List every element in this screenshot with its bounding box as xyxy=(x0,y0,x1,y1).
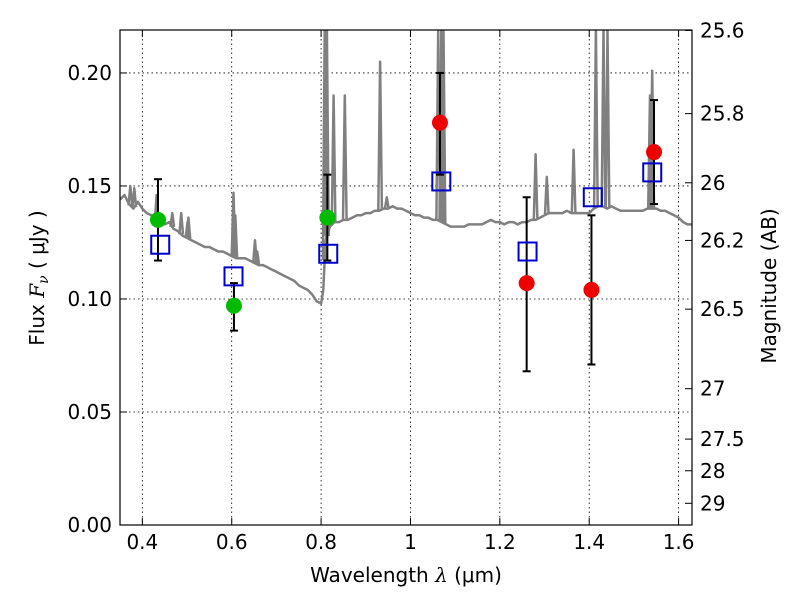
observed-flux-point xyxy=(518,275,535,292)
emission-line-spike xyxy=(178,211,185,235)
emission-line-spike xyxy=(341,94,348,220)
marker-layer xyxy=(149,71,663,373)
observed-flux-point xyxy=(319,209,336,226)
grid xyxy=(120,30,692,525)
mag-tick-label: 26 xyxy=(700,171,725,195)
model-flux-square xyxy=(517,241,538,262)
emission-line-spike xyxy=(254,250,261,265)
mag-tick-label: 27 xyxy=(700,377,725,401)
model-flux-square xyxy=(318,243,339,264)
observed-flux-point xyxy=(583,281,600,298)
x-tick-label: 1.4 xyxy=(573,530,605,554)
y-axis-right-title: Magnitude (AB) xyxy=(757,208,781,363)
emission-line-spike xyxy=(169,211,176,228)
emission-line-spike xyxy=(185,216,192,239)
model-flux-square xyxy=(150,234,171,255)
emission-line-spike xyxy=(592,30,599,208)
observed-flux-point xyxy=(149,211,166,228)
model-flux-square xyxy=(582,187,603,208)
emission-line-spike xyxy=(323,30,330,237)
emission-line-spike xyxy=(600,30,607,207)
model-flux-square xyxy=(223,266,244,287)
observed-flux-point xyxy=(225,297,242,314)
x-tick-label: 1.6 xyxy=(663,530,695,554)
emission-line-spike xyxy=(604,30,611,209)
emission-line-spike xyxy=(131,186,138,208)
x-tick-label: 1 xyxy=(404,530,417,554)
mag-tick-label: 26.5 xyxy=(700,297,745,321)
mag-tick-label: 26.2 xyxy=(700,228,745,252)
x-tick-label: 0.8 xyxy=(305,530,337,554)
observed-flux-point xyxy=(646,144,663,161)
x-tick-label: 1.2 xyxy=(484,530,516,554)
x-tick-label: 0.4 xyxy=(126,530,158,554)
x-tick-label: 0.6 xyxy=(216,530,248,554)
emission-line-spike xyxy=(440,30,447,224)
emission-line-spike xyxy=(232,214,239,258)
y-tick-label: 0.20 xyxy=(67,61,112,85)
mag-tick-label: 27.5 xyxy=(700,427,745,451)
y-tick-label: 0.05 xyxy=(67,400,112,424)
y-tick-label: 0.15 xyxy=(67,174,112,198)
emission-line-spike xyxy=(532,153,539,220)
mag-tick-label: 25.8 xyxy=(700,102,745,126)
model-flux-square xyxy=(642,162,663,183)
axes: 0.4 0.6 0.8 1 1.2 1.4 1.6 0.00 0.05 0.10 0.15 0.20 2… xyxy=(67,18,744,554)
model-flux-square xyxy=(431,171,452,192)
y-axis-left-title: Flux Fν ( μJy ) xyxy=(25,210,52,345)
emission-line-spike xyxy=(570,148,577,214)
mag-tick-label: 29 xyxy=(700,491,725,515)
y-tick-label: 0.10 xyxy=(67,287,112,311)
y-tick-label: 0.00 xyxy=(67,513,112,537)
plot-frame xyxy=(119,29,693,526)
observed-flux-point xyxy=(431,114,448,131)
emission-line-spike xyxy=(543,175,550,215)
mag-tick-label: 25.6 xyxy=(700,18,745,42)
emission-line-spike xyxy=(377,60,384,211)
x-axis-title: Wavelength λ (μm) xyxy=(310,563,502,587)
emission-line-spike xyxy=(383,196,390,209)
emission-line-spike xyxy=(330,94,337,224)
emission-line-spike xyxy=(127,184,134,206)
mag-tick-label: 28 xyxy=(700,459,725,483)
